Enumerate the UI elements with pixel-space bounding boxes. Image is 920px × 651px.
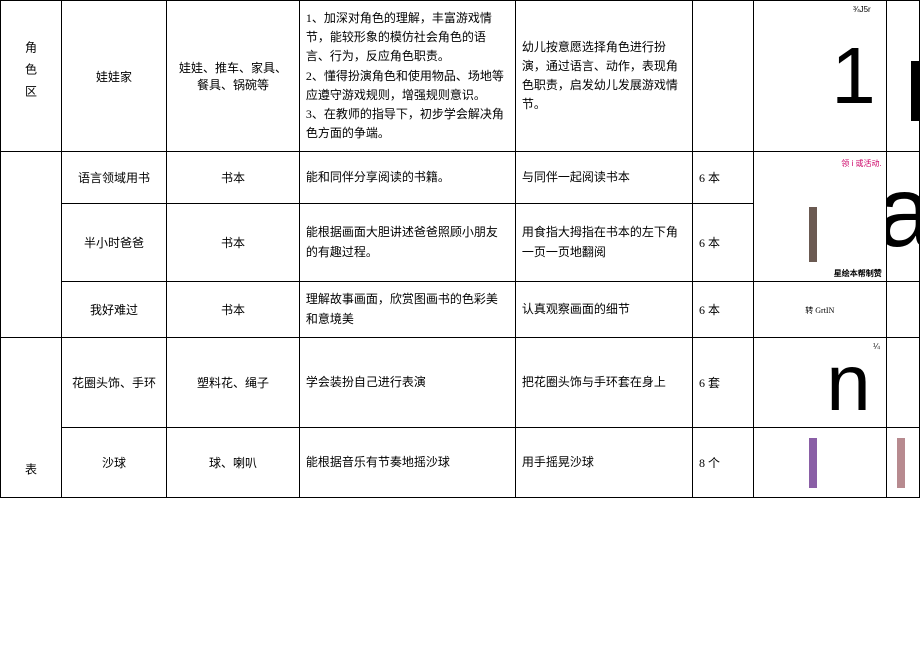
table-row: 表 花圈头饰、手环 塑料花、绳子 学会装扮自己进行表演 把花圈头饰与手环套在身上… (1, 337, 920, 427)
fragment-glyph: a (886, 162, 919, 262)
cell: 理解故事画面，欣赏图画书的色彩美和意境美 (299, 282, 515, 337)
cell: 半小时爸爸 (61, 203, 166, 282)
cell: 书本 (167, 282, 300, 337)
fragment-text: 星绘本帮制赞 (834, 268, 882, 279)
cell: 书本 (167, 203, 300, 282)
fragment-cell: 转 GrtIN (753, 282, 886, 337)
cell: 娃娃、推车、家具、餐具、锅碗等 (167, 1, 300, 152)
table-row: 角色区 娃娃家 娃娃、推车、家具、餐具、锅碗等 1、加深对角色的理解，丰富游戏情… (1, 1, 920, 152)
cell: 能根据画面大胆讲述爸爸照顾小朋友的有趣过程。 (299, 203, 515, 282)
cell: 能根据音乐有节奏地摇沙球 (299, 427, 515, 497)
table-row: 我好难过 书本 理解故事画面，欣赏图画书的色彩美和意境美 认真观察画面的细节 6… (1, 282, 920, 337)
cell: 沙球 (61, 427, 166, 497)
table-row: 语言领域用书 书本 能和同伴分享阅读的书籍。 与同伴一起阅读书本 6 本 领 i… (1, 152, 920, 203)
cell (692, 1, 753, 152)
cell: 6 套 (692, 337, 753, 427)
cell: 能和同伴分享阅读的书籍。 (299, 152, 515, 203)
cell: 6 本 (692, 282, 753, 337)
table-row: 沙球 球、喇叭 能根据音乐有节奏地摇沙球 用手摇晃沙球 8 个 (1, 427, 920, 497)
cell: 学会装扮自己进行表演 (299, 337, 515, 427)
cell: 与同伴一起阅读书本 (515, 152, 692, 203)
cell: 认真观察画面的细节 (515, 282, 692, 337)
cell: 幼儿按意愿选择角色进行扮演，通过语言、动作，表现角色职责，启发幼儿发展游戏情节。 (515, 1, 692, 152)
fragment-cell (886, 337, 919, 427)
cell: 1、加深对角色的理解，丰富游戏情节，能较形象的模仿社会角色的语言、行为，反应角色… (299, 1, 515, 152)
cell: 球、喇叭 (167, 427, 300, 497)
curriculum-table: 角色区 娃娃家 娃娃、推车、家具、餐具、锅碗等 1、加深对角色的理解，丰富游戏情… (0, 0, 920, 498)
fragment-bar (809, 438, 817, 488)
fragment-bar (911, 61, 919, 121)
cell: 6 本 (692, 152, 753, 203)
fragment-cell (886, 282, 919, 337)
cell: 塑料花、绳子 (167, 337, 300, 427)
fragment-text: ¼ (873, 342, 880, 351)
fragment-cell: ¾J5r 1 (753, 1, 886, 152)
fragment-cell: a (886, 152, 919, 282)
cell: 用食指大拇指在书本的左下角一页一页地翻阅 (515, 203, 692, 282)
cell: 我好难过 (61, 282, 166, 337)
fragment-text: ¾J5r (853, 5, 871, 14)
fragment-glyph: n (826, 343, 871, 423)
cell: 8 个 (692, 427, 753, 497)
cell: 用手摇晃沙球 (515, 427, 692, 497)
section-label: 角色区 (1, 1, 62, 152)
fragment-text: 转 GrtIN (805, 306, 834, 315)
fragment-cell: 领 i 或活动. 星绘本帮制赞 (753, 152, 886, 282)
fragment-glyph: 1 (831, 36, 876, 116)
cell: 语言领域用书 (61, 152, 166, 203)
cell: 6 本 (692, 203, 753, 282)
section-label (1, 152, 62, 337)
cell: 娃娃家 (61, 1, 166, 152)
fragment-bar (897, 438, 905, 488)
cell: 花圈头饰、手环 (61, 337, 166, 427)
fragment-text: 领 i 或活动. (841, 158, 881, 169)
section-label: 表 (1, 337, 62, 497)
fragment-cell: ¼ n (753, 337, 886, 427)
fragment-cell (886, 427, 919, 497)
cell: 书本 (167, 152, 300, 203)
fragment-bar (809, 207, 817, 262)
fragment-cell (886, 1, 919, 152)
cell: 把花圈头饰与手环套在身上 (515, 337, 692, 427)
fragment-cell (753, 427, 886, 497)
